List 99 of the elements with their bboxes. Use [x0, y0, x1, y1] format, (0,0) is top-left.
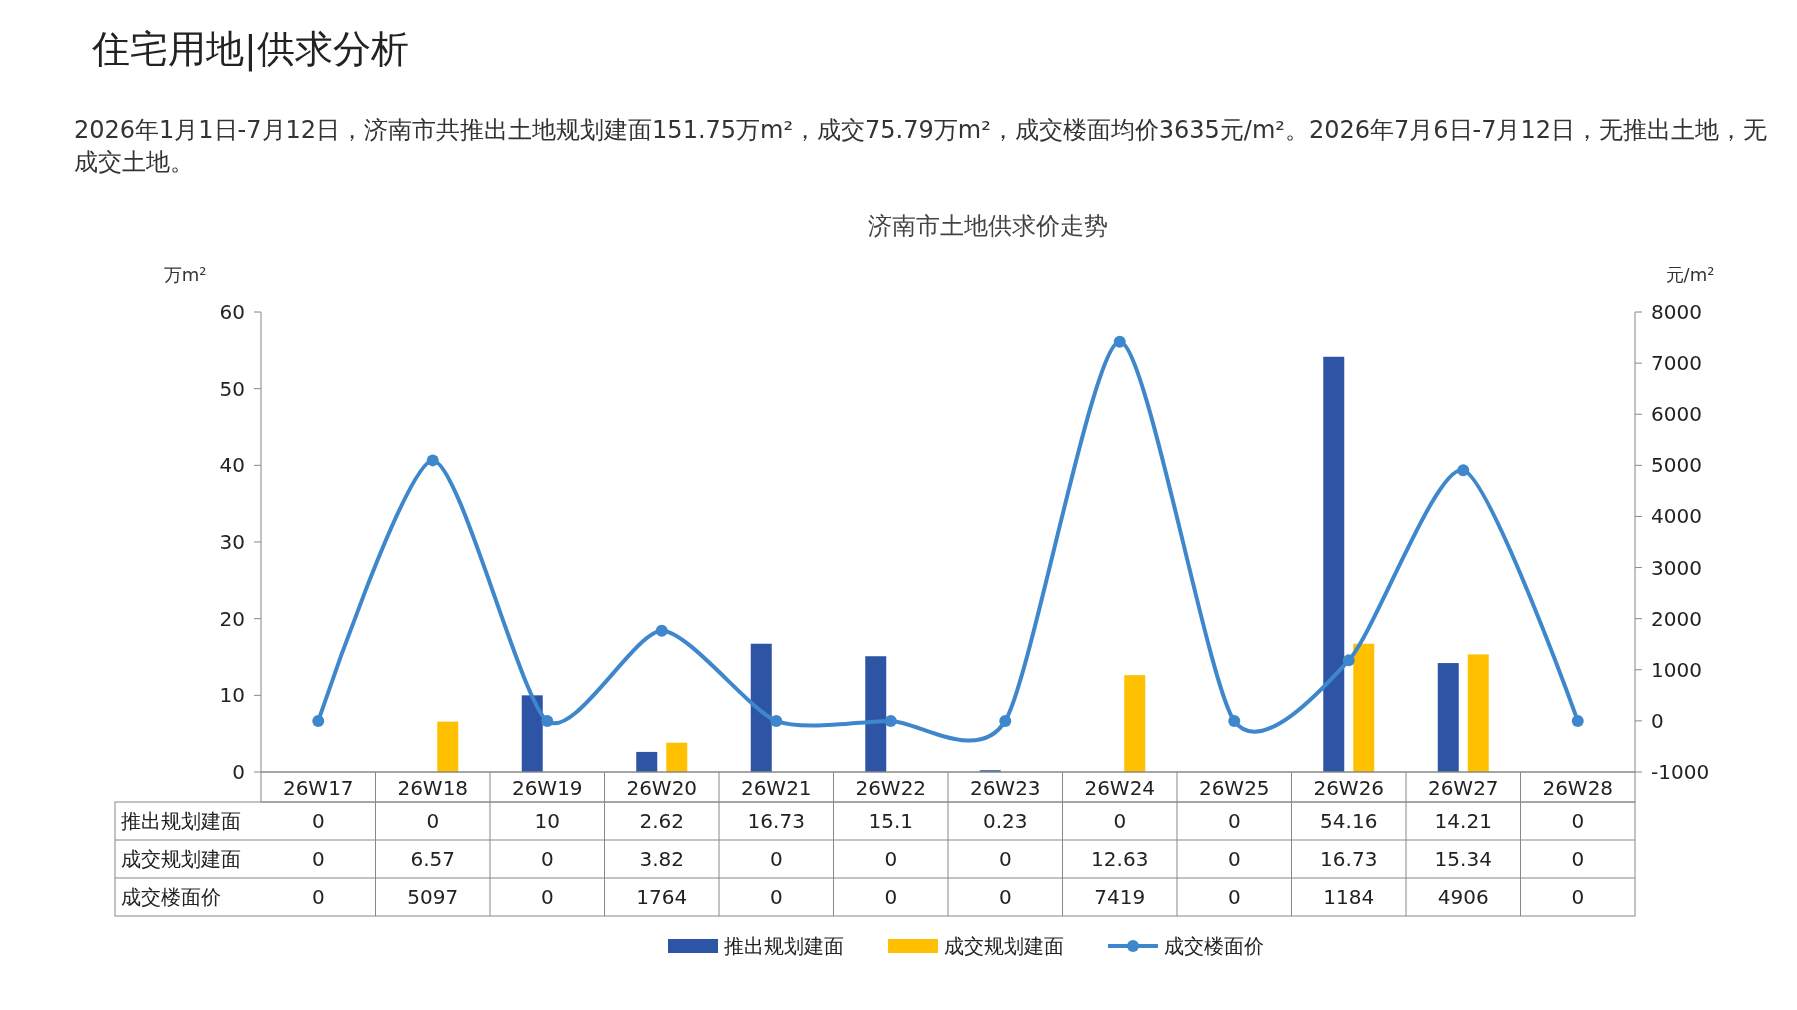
bar	[437, 721, 459, 772]
x-tick-label: 26W17	[282, 776, 354, 800]
data-label: 0	[311, 847, 325, 871]
bar	[1437, 663, 1459, 772]
text: 推出规划建面	[121, 809, 241, 833]
y-tick-label: 0	[232, 760, 245, 784]
point	[1571, 714, 1584, 727]
data-label: 14.21	[1434, 809, 1492, 833]
data-label: 16.73	[1320, 847, 1378, 871]
point	[1342, 654, 1355, 667]
point	[1113, 335, 1126, 348]
y-tick-label: 30	[219, 530, 245, 554]
y-tick-label: 10	[219, 683, 245, 708]
y-tick-label: 40	[219, 453, 245, 478]
data-label: 54.16	[1320, 809, 1378, 833]
data-label: 0	[1227, 809, 1241, 833]
data-label: 0	[1571, 809, 1585, 833]
x-tick-label: 26W23	[969, 776, 1041, 800]
legend-label: 成交规划建面	[944, 934, 1064, 958]
bar	[1467, 654, 1489, 772]
y2-tick-label: 3000	[1651, 555, 1702, 580]
data-label: 0	[1113, 809, 1127, 833]
data-label: 15.34	[1434, 847, 1492, 871]
x-tick-label: 26W22	[855, 776, 927, 800]
text: 成交楼面价	[121, 885, 221, 909]
data-label: 0	[884, 847, 898, 871]
data-label: 1764	[636, 885, 688, 909]
data-label: 0	[311, 885, 325, 909]
chart-title: 济南市土地供求价走势	[868, 212, 1108, 240]
data-label: 1184	[1323, 885, 1375, 909]
data-label: 3.82	[639, 847, 685, 871]
y2-tick-label: 1000	[1651, 657, 1702, 682]
data-label: 10	[534, 809, 560, 833]
bar	[666, 742, 688, 772]
data-label: 0	[1227, 885, 1241, 909]
x-tick-label: 26W24	[1084, 776, 1156, 800]
point	[1457, 464, 1470, 477]
data-label: 0	[540, 847, 554, 871]
x-tick-label: 26W25	[1198, 776, 1270, 800]
point	[312, 714, 325, 727]
y-axis-title: 万m²	[163, 264, 207, 285]
point	[884, 714, 897, 727]
data-label: 5097	[407, 885, 459, 909]
data-label: 0	[1227, 847, 1241, 871]
point	[999, 714, 1012, 727]
bar	[636, 751, 658, 772]
data-label: 15.1	[868, 809, 914, 833]
y-tick-label: 50	[219, 376, 245, 401]
x-tick-label: 26W18	[397, 776, 469, 800]
y-tick-label: 20	[219, 606, 245, 631]
y2-tick-label: 7000	[1651, 351, 1702, 376]
data-label: 2.62	[639, 809, 685, 833]
y2-tick-label: 0	[1651, 708, 1664, 733]
x-tick-label: 26W28	[1542, 776, 1614, 800]
y2-tick-label: 5000	[1651, 453, 1702, 478]
y2-tick-label: 2000	[1651, 606, 1702, 631]
y2-axis-title: 元/m²	[1665, 264, 1715, 285]
x-tick-label: 26W26	[1313, 776, 1385, 800]
point	[426, 454, 439, 467]
data-label: 0	[540, 885, 554, 909]
data-label: 0	[311, 809, 325, 833]
point	[541, 714, 554, 727]
data-label: 0	[998, 885, 1012, 909]
data-label: 12.63	[1091, 847, 1149, 871]
x-tick-label: 26W19	[511, 776, 583, 800]
data-label: 7419	[1094, 885, 1146, 909]
x-tick-label: 26W20	[626, 776, 698, 800]
data-label: 0	[1571, 847, 1585, 871]
bar	[521, 695, 543, 772]
legend-label: 成交楼面价	[1164, 934, 1264, 958]
bar	[1124, 675, 1146, 772]
chart-subtitle: 2026年1月1日-7月12日，济南市共推出土地规划建面151.75万m²，成交75.79万m²，成交楼面均价3635元/m²。2026年7月6日-7月12日，无推出土地，无成交土地。	[74, 116, 1768, 176]
data-label: 0.23	[982, 809, 1028, 833]
point	[770, 714, 783, 727]
x-tick-label: 26W27	[1427, 776, 1499, 800]
bar	[1323, 356, 1345, 772]
data-label: 6.57	[410, 847, 456, 871]
data-label: 0	[769, 885, 783, 909]
y2-tick-label: 6000	[1651, 402, 1702, 427]
y-tick-label: 60	[219, 300, 245, 324]
data-label: 0	[426, 809, 440, 833]
text: 成交规划建面	[121, 847, 241, 871]
y2-tick-label: 8000	[1651, 300, 1702, 324]
y2-tick-label: 4000	[1651, 504, 1702, 529]
data-label: 0	[998, 847, 1012, 871]
y2-tick-label: -1000	[1651, 760, 1710, 784]
text: 住宅用地|供求分析	[91, 27, 409, 72]
data-label: 0	[1571, 885, 1585, 909]
data-label: 16.73	[747, 809, 805, 833]
bar	[1353, 643, 1375, 772]
data-label: 4906	[1437, 885, 1489, 909]
data-label: 0	[884, 885, 898, 909]
legend-label: 推出规划建面	[724, 934, 844, 958]
x-tick-label: 26W21	[740, 776, 812, 800]
point	[655, 624, 668, 637]
data-label: 0	[769, 847, 783, 871]
point	[1228, 714, 1241, 727]
bar	[750, 643, 772, 772]
bar	[865, 656, 887, 772]
